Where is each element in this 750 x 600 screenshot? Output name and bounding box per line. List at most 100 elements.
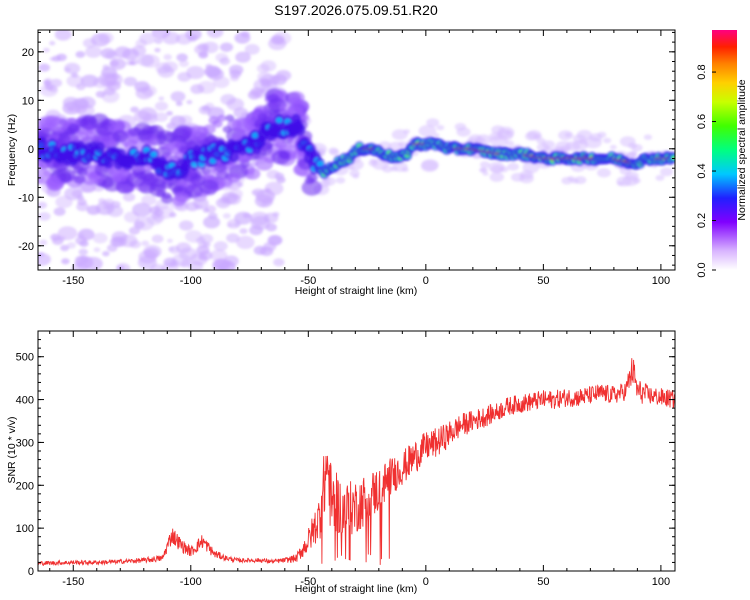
spectral-noise-blob — [259, 246, 274, 257]
spectral-noise-blob — [202, 216, 221, 229]
spectral-noise-blob — [234, 32, 251, 44]
spectral-noise-blob — [233, 107, 249, 119]
spectral-noise-blob — [659, 167, 674, 177]
colorbar-tick-label: 0.6 — [696, 114, 708, 129]
spectral-noise-blob — [154, 47, 161, 53]
spectral-band-blob — [213, 162, 227, 173]
spectral-band-blob — [48, 117, 69, 134]
x-tick-label: -50 — [300, 576, 316, 588]
spectral-noise-blob — [235, 51, 251, 63]
spectral-noise-blob — [222, 213, 231, 219]
spectral-noise-blob — [491, 165, 504, 174]
spectral-noise-blob — [167, 238, 173, 243]
spectral-noise-blob — [77, 198, 87, 206]
spectral-noise-blob — [190, 84, 205, 95]
spectral-noise-blob — [190, 252, 208, 266]
spectral-band-blob — [75, 117, 89, 128]
spectral-band-blob — [160, 194, 174, 204]
spectral-noise-blob — [480, 167, 488, 173]
spectral-noise-blob — [643, 134, 653, 140]
spectral-noise-blob — [169, 260, 180, 268]
spectral-noise-blob — [119, 234, 138, 248]
spectral-noise-blob — [256, 63, 270, 74]
ridge-blob — [295, 123, 306, 136]
spectral-noise-blob — [85, 45, 102, 58]
spectral-noise-blob — [163, 54, 172, 61]
spectral-noise-blob — [54, 30, 72, 41]
spectral-noise-blob — [179, 60, 189, 68]
spectral-noise-blob — [368, 159, 378, 167]
spectral-noise-blob — [78, 248, 88, 256]
spectral-noise-blob — [141, 194, 157, 206]
ridge-core — [671, 156, 675, 160]
spectral-noise-blob — [194, 44, 209, 55]
spectral-noise-blob — [418, 125, 437, 137]
x-tick-label: 50 — [537, 576, 549, 588]
spectral-noise-blob — [175, 101, 183, 107]
spectral-noise-blob — [38, 252, 51, 266]
spectral-noise-blob — [609, 144, 617, 150]
spectral-noise-blob — [39, 239, 48, 246]
spectral-band-blob — [58, 172, 72, 183]
spectral-noise-blob — [626, 151, 638, 159]
ridge-core — [150, 151, 158, 158]
spectral-noise-blob — [226, 97, 245, 111]
y-tick-label: 400 — [16, 395, 34, 407]
spectral-noise-blob — [352, 174, 360, 179]
colorbar-ticks: 0.0 0.2 0.4 0.6 0.8 — [696, 64, 716, 278]
spectral-noise-blob — [151, 234, 164, 244]
colorbar: 0.0 0.2 0.4 0.6 0.8 Normalized spectral ampl… — [696, 30, 748, 278]
y-tick-label: 0 — [28, 566, 34, 578]
spectrogram-frame — [37, 29, 676, 271]
spectral-noise-blob — [250, 215, 271, 230]
spectral-noise-blob — [102, 250, 110, 257]
spectral-noise-blob — [564, 132, 572, 138]
spectral-noise-blob — [105, 50, 118, 60]
spectral-band-blob — [67, 123, 81, 134]
spectral-noise-blob — [198, 105, 212, 115]
spectral-noise-blob — [567, 176, 575, 181]
spectral-noise-blob — [219, 42, 234, 52]
spectral-noise-blob — [574, 176, 587, 185]
snr-series-line — [38, 358, 675, 567]
spectral-noise-blob — [132, 202, 152, 217]
spectral-noise-blob — [489, 172, 505, 182]
spectral-noise-blob — [150, 263, 166, 270]
spectral-noise-blob — [244, 43, 260, 55]
spectral-noise-blob — [421, 159, 439, 171]
spectral-noise-blob — [275, 69, 292, 81]
spectral-noise-blob — [52, 55, 62, 62]
spectral-noise-blob — [123, 76, 138, 87]
spectral-noise-blob — [130, 106, 139, 113]
snr-y-axis-label: SNR (10 * v/v) — [6, 416, 18, 483]
spectral-noise-blob — [162, 31, 181, 45]
spectral-band-blob — [128, 127, 141, 137]
spectral-noise-blob — [154, 37, 163, 44]
spectral-noise-blob — [454, 122, 467, 131]
spectral-noise-blob — [436, 125, 445, 131]
spectral-band-blob — [90, 134, 99, 142]
spectral-noise-blob — [255, 189, 276, 204]
ridge-blob — [229, 150, 240, 163]
spectral-noise-blob — [213, 241, 228, 252]
spectral-noise-blob — [572, 134, 586, 143]
spectral-noise-blob — [60, 244, 70, 252]
spectral-noise-blob — [403, 129, 411, 134]
snr-axis-ticks: -150 -100 -50 0 50 100 0 100 200 300 400 500 — [16, 330, 675, 588]
spectral-noise-blob — [73, 98, 89, 109]
x-tick-label: 100 — [652, 576, 670, 588]
spectral-noise-blob — [66, 74, 84, 88]
spectral-noise-blob — [329, 149, 340, 156]
spectral-band-blob — [288, 96, 301, 106]
spectral-noise-blob — [68, 106, 76, 112]
spectral-noise-blob — [542, 140, 555, 149]
spectral-band-blob — [46, 175, 62, 188]
spectral-noise-blob — [655, 174, 665, 181]
spectral-band-blob — [77, 167, 88, 176]
colorbar-gradient — [712, 30, 737, 270]
spectral-noise-blob — [273, 258, 285, 267]
spectral-noise-blob — [208, 212, 218, 220]
spectral-noise-blob — [226, 222, 234, 228]
spectral-noise-blob — [166, 122, 177, 130]
